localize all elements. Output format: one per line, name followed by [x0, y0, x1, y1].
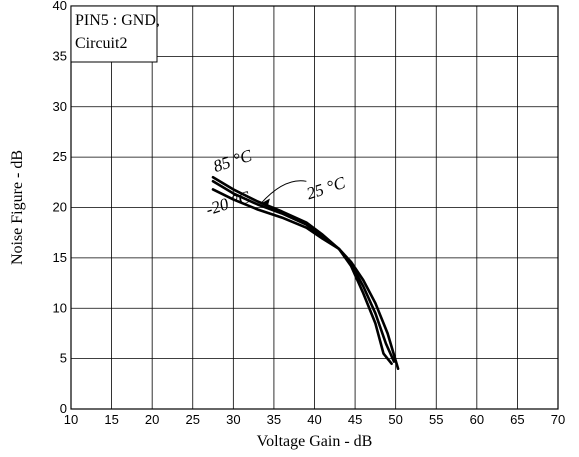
- x-tick-label: 40: [307, 412, 321, 427]
- plot-frame: [70, 5, 559, 410]
- series-label-25c: 25 °C: [304, 173, 348, 203]
- y-tick-label: 5: [60, 351, 67, 366]
- x-tick-label: 45: [348, 412, 362, 427]
- x-tick-label: 70: [551, 412, 565, 427]
- series-label-25c-pointer: [260, 180, 307, 204]
- y-axis-label: Noise Figure - dB: [9, 150, 26, 265]
- y-tick-labels: 0 5 10 15 20 25 30 35 40: [53, 0, 67, 416]
- x-tick-label: 55: [429, 412, 443, 427]
- series-label-minus20c: -20 °C: [204, 187, 253, 219]
- y-tick-label: 25: [53, 149, 67, 164]
- x-tick-label: 15: [104, 412, 118, 427]
- x-tick-label: 35: [267, 412, 281, 427]
- x-tick-labels: 10 15 20 25 30 35 40 45 50 55 60 65 70: [64, 412, 565, 427]
- x-axis-label: Voltage Gain - dB: [257, 433, 373, 450]
- grid-lines: [70, 5, 559, 410]
- y-tick-label: 40: [53, 0, 67, 13]
- annotation-line-1: PIN5 : GND,: [75, 12, 160, 29]
- y-tick-label: 15: [53, 250, 67, 265]
- y-tick-label: 35: [53, 48, 67, 63]
- series-label-25c-arrowhead: [260, 198, 270, 206]
- y-tick-label: 30: [53, 99, 67, 114]
- annotation-line-2: Circuit2: [75, 35, 127, 52]
- annotation-box: [70, 5, 158, 63]
- series-line-2: [211, 188, 400, 370]
- x-tick-label: 10: [64, 412, 78, 427]
- y-tick-label: 10: [53, 300, 67, 315]
- x-tick-label: 50: [388, 412, 402, 427]
- x-tick-label: 65: [510, 412, 524, 427]
- y-tick-label: 20: [53, 200, 67, 215]
- y-tick-label: 0: [60, 401, 67, 416]
- x-tick-label: 60: [470, 412, 484, 427]
- x-tick-label: 25: [186, 412, 200, 427]
- series-lines: [211, 176, 400, 370]
- series-label-85c: 85 °C: [211, 146, 255, 176]
- x-tick-label: 30: [226, 412, 240, 427]
- x-tick-label: 20: [145, 412, 159, 427]
